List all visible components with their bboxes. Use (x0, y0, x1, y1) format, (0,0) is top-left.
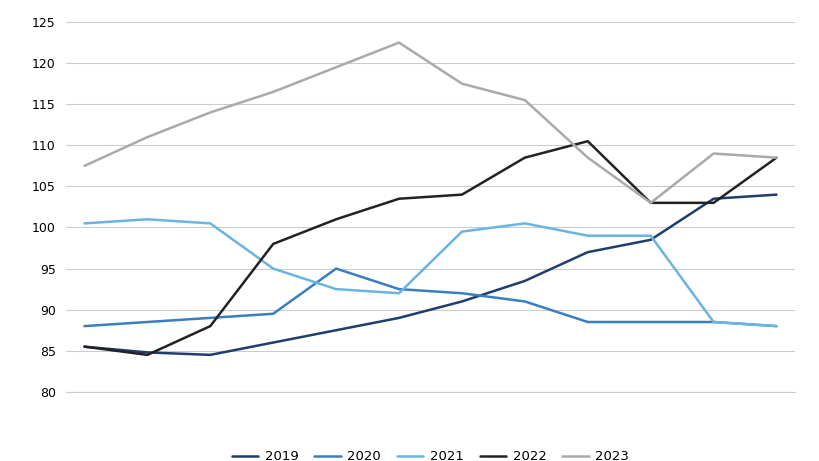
2023 (268, 89, 278, 95)
Line: 2021: 2021 (84, 219, 776, 326)
2021 (394, 290, 404, 296)
2022 (331, 217, 341, 222)
2021 (708, 319, 717, 325)
Line: 2019: 2019 (84, 195, 776, 355)
2023 (143, 134, 152, 140)
2022 (708, 200, 717, 206)
2020 (582, 319, 592, 325)
2020 (205, 315, 215, 321)
2019 (394, 315, 404, 321)
2019 (582, 249, 592, 255)
2021 (519, 221, 529, 226)
2020 (645, 319, 655, 325)
2023 (394, 40, 404, 45)
2023 (771, 155, 781, 160)
2020 (519, 299, 529, 304)
2019 (771, 192, 781, 197)
2021 (268, 266, 278, 272)
2023 (205, 110, 215, 115)
2020 (331, 266, 341, 272)
2021 (79, 221, 89, 226)
2022 (79, 344, 89, 349)
2022 (394, 196, 404, 201)
2023 (79, 163, 89, 169)
2023 (582, 155, 592, 160)
Line: 2023: 2023 (84, 42, 776, 203)
2020 (456, 290, 466, 296)
2021 (645, 233, 655, 238)
Line: 2020: 2020 (84, 269, 776, 326)
2023 (708, 151, 717, 156)
2022 (456, 192, 466, 197)
2023 (645, 200, 655, 206)
2021 (205, 221, 215, 226)
2022 (645, 200, 655, 206)
2019 (268, 340, 278, 345)
2021 (331, 286, 341, 292)
2023 (456, 81, 466, 87)
Line: 2022: 2022 (84, 141, 776, 355)
2023 (331, 65, 341, 70)
2022 (771, 155, 781, 160)
2023 (519, 97, 529, 103)
2019 (645, 237, 655, 242)
2019 (79, 344, 89, 349)
2019 (708, 196, 717, 201)
2020 (394, 286, 404, 292)
2021 (582, 233, 592, 238)
2022 (519, 155, 529, 160)
2020 (79, 323, 89, 329)
2019 (331, 327, 341, 333)
2021 (456, 229, 466, 234)
2021 (143, 217, 152, 222)
2022 (268, 241, 278, 247)
2020 (268, 311, 278, 317)
2019 (519, 278, 529, 284)
2020 (771, 323, 781, 329)
2022 (143, 352, 152, 358)
2022 (582, 138, 592, 144)
2020 (708, 319, 717, 325)
2021 (771, 323, 781, 329)
2022 (205, 323, 215, 329)
2019 (205, 352, 215, 358)
2019 (143, 349, 152, 355)
2020 (143, 319, 152, 325)
Legend: 2019, 2020, 2021, 2022, 2023: 2019, 2020, 2021, 2022, 2023 (226, 445, 634, 461)
2019 (456, 299, 466, 304)
